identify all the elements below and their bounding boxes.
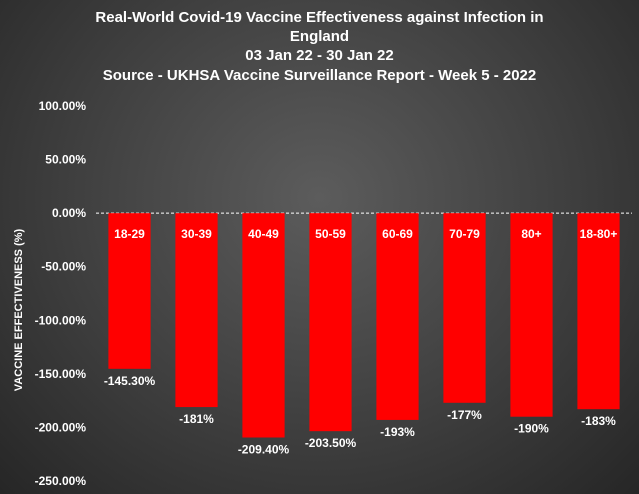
bar-18-29 xyxy=(108,213,151,369)
category-labels: 18-29 30-39 40-49 50-59 60-69 70-79 80+ 18-80+ xyxy=(114,227,617,241)
y-tick-label: -50.00% xyxy=(41,260,86,274)
y-tick-label: 50.00% xyxy=(45,153,86,167)
category-label: 30-39 xyxy=(181,227,212,241)
bar-40-49 xyxy=(242,213,285,438)
chart-title-line-3: 03 Jan 22 - 30 Jan 22 xyxy=(245,47,393,64)
y-tick-label: -250.00% xyxy=(35,474,87,488)
category-label: 40-49 xyxy=(248,227,279,241)
value-label: -193% xyxy=(380,425,415,439)
value-label: -177% xyxy=(447,408,482,422)
value-labels: -145.30% -181% -209.40% -203.50% -193% -177% -… xyxy=(104,374,616,457)
y-axis-ticks: 100.00% 50.00% 0.00% -50.00% -100.00% -150.00… xyxy=(35,99,87,488)
y-tick-label: -200.00% xyxy=(35,420,87,434)
chart-title-line-1: Real-World Covid-19 Vaccine Effectivenes… xyxy=(95,9,543,26)
value-label: -183% xyxy=(581,414,616,428)
value-label: -145.30% xyxy=(104,374,156,388)
y-tick-label: -150.00% xyxy=(35,367,87,381)
value-label: -181% xyxy=(179,412,214,426)
value-label: -203.50% xyxy=(305,436,357,450)
bar-70-79 xyxy=(443,213,486,403)
category-label: 80+ xyxy=(521,227,541,241)
bar-30-39 xyxy=(175,213,218,408)
y-tick-label: 0.00% xyxy=(52,206,86,220)
y-tick-label: 100.00% xyxy=(39,99,87,113)
value-label: -190% xyxy=(514,422,549,436)
category-label: 18-80+ xyxy=(580,227,618,241)
category-label: 18-29 xyxy=(114,227,145,241)
bar-60-69 xyxy=(376,213,419,420)
bar-50-59 xyxy=(309,213,352,432)
category-label: 60-69 xyxy=(382,227,413,241)
category-label: 70-79 xyxy=(449,227,480,241)
bar-80+ xyxy=(510,213,553,417)
y-axis-label: VACCINE EFFECTIVENESS (%) xyxy=(13,228,25,391)
y-tick-label: -100.00% xyxy=(35,313,87,327)
bar-18-80+ xyxy=(577,213,620,410)
chart-title-line-4: Source - UKHSA Vaccine Surveillance Repo… xyxy=(103,67,537,84)
category-label: 50-59 xyxy=(315,227,346,241)
value-label: -209.40% xyxy=(238,443,290,457)
bars xyxy=(108,213,620,438)
chart-title-line-2: England xyxy=(290,28,349,45)
